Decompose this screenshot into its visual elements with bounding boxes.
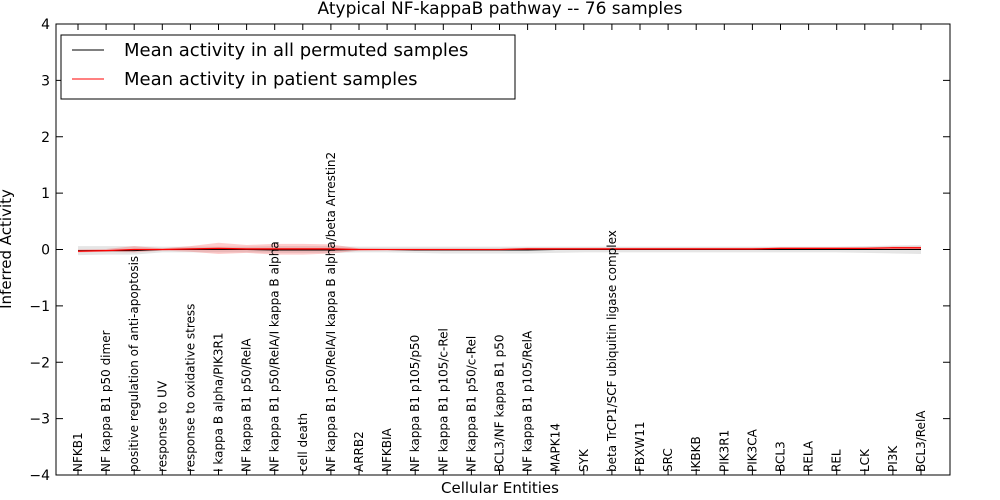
category-label: SRC (661, 448, 675, 472)
category-label: NF kappa B1 p50/RelA/I kappa B alpha/bet… (324, 152, 338, 472)
legend-label-patient: Mean activity in patient samples (124, 69, 418, 90)
legend-label-permuted: Mean activity in all permuted samples (124, 40, 468, 61)
category-label: RELA (802, 440, 816, 472)
category-label: MAPK14 (549, 423, 563, 472)
category-label: IKBKB (689, 436, 703, 472)
y-tick-label: 4 (41, 17, 50, 33)
category-label: NFKB1 (71, 432, 85, 472)
category-label: BCL3 (774, 441, 788, 472)
category-label: positive regulation of anti-apoptosis (127, 256, 141, 472)
y-tick-label: −4 (29, 468, 50, 484)
category-label: response to oxidative stress (183, 304, 197, 472)
category-label: NF kappa B1 p105/c-Rel (436, 328, 450, 472)
category-label: PI3K (886, 445, 900, 472)
x-axis (77, 24, 922, 475)
category-label: NF kappa B1 p105/RelA (521, 330, 535, 472)
category-label: NF kappa B1 p50/RelA (240, 338, 254, 472)
category-label: NF kappa B1 p50/c-Rel (464, 336, 478, 472)
category-label: LCK (858, 448, 872, 472)
category-label: beta TrCP1/SCF ubiquitin ligase complex (605, 230, 619, 472)
category-label: PIK3R1 (717, 430, 731, 472)
y-tick-label: 1 (41, 186, 50, 202)
category-label: PIK3CA (745, 428, 759, 472)
category-label: REL (830, 449, 844, 472)
category-label: NF kappa B1 p105/p50 (408, 335, 422, 472)
category-label: BCL3/RelA (914, 410, 928, 472)
line-series-1 (77, 247, 921, 252)
category-label: I kappa B alpha/PIK3R1 (212, 333, 226, 472)
category-label: response to UV (155, 380, 169, 472)
band-series-1 (78, 242, 921, 255)
category-labels: NFKB1 NF kappa B1 p50 dimer positive regul… (71, 152, 928, 472)
y-tick-label: −1 (29, 299, 50, 315)
category-label: NF kappa B1 p50/RelA/I kappa B alpha (268, 241, 282, 472)
category-label: NF kappa B1 p50 dimer (99, 330, 113, 472)
y-tick-label: 2 (41, 130, 50, 146)
y-tick-label: −2 (29, 355, 50, 371)
y-axis: −4 −3 −2 −1 0 1 2 3 4 (29, 17, 950, 484)
series-lines (77, 247, 921, 252)
category-label: NFKBIA (380, 427, 394, 472)
category-label: FBXW11 (633, 422, 647, 473)
category-label: ARRB2 (352, 431, 366, 472)
category-label: BCL3/NF kappa B1 p50 (493, 334, 507, 472)
y-axis-label: Inferred Activity (0, 189, 15, 309)
x-axis-label: Cellular Entities (441, 479, 559, 497)
y-tick-label: −3 (29, 412, 50, 428)
y-tick-label: 3 (41, 73, 50, 89)
legend: Mean activity in all permuted samples Me… (60, 34, 516, 100)
chart-title: Atypical NF-kappaB pathway -- 76 samples (318, 0, 683, 19)
y-tick-label: 0 (41, 243, 50, 259)
category-label: SYK (577, 448, 591, 472)
category-label: cell death (296, 413, 310, 472)
legend-box (60, 34, 516, 100)
